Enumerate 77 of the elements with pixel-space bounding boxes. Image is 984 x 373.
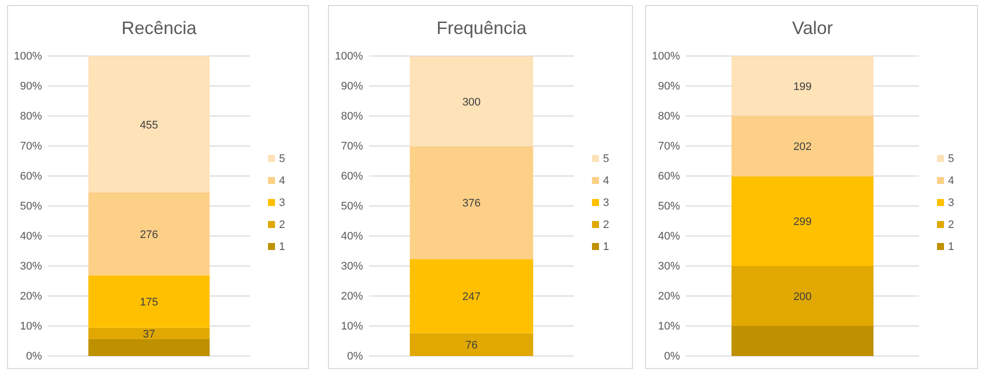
legend-label: 3 [603, 197, 610, 209]
legend-label: 3 [948, 197, 954, 209]
bar [732, 116, 874, 176]
y-tick-label: 40% [340, 230, 364, 243]
y-tick-label: 90% [20, 80, 42, 93]
bar [410, 146, 534, 260]
bar [732, 56, 874, 116]
bar [88, 275, 210, 328]
annotation: 300 [462, 96, 481, 108]
y-tick-label: 100% [652, 50, 680, 63]
legend-label: 2 [603, 219, 610, 231]
legend-label: 2 [948, 219, 954, 231]
y-tick-label: 20% [340, 290, 364, 303]
bar [732, 266, 874, 326]
bar [88, 56, 210, 192]
annotation: 199 [793, 80, 812, 93]
legend-label: 5 [948, 153, 954, 165]
legend-label: 5 [279, 153, 286, 165]
y-tick-label: 60% [340, 170, 364, 183]
annotation: 76 [465, 340, 478, 352]
y-tick-label: 30% [658, 260, 680, 273]
legend-label: 3 [279, 197, 286, 209]
bar [88, 192, 210, 276]
chart-title: Frequência [436, 18, 528, 38]
bar [88, 328, 210, 339]
y-tick-label: 70% [658, 140, 680, 153]
y-tick-label: 80% [20, 110, 42, 123]
legend-label: 1 [948, 241, 954, 253]
y-tick-label: 90% [658, 80, 680, 93]
y-tick-label: 80% [658, 110, 680, 123]
y-tick-label: 100% [14, 50, 42, 63]
legend-label: 4 [948, 175, 954, 187]
y-tick-label: 0% [26, 350, 42, 363]
annotation: 455 [140, 119, 158, 132]
legend-label: 2 [279, 219, 286, 231]
y-tick-label: 20% [658, 290, 680, 303]
y-tick-label: 30% [340, 260, 364, 273]
legend-label: 5 [603, 153, 610, 165]
y-tick-label: 60% [658, 170, 680, 183]
legend-label: 4 [603, 175, 610, 187]
y-tick-label: 50% [658, 200, 680, 213]
legend-label: 1 [279, 241, 286, 253]
y-tick-label: 80% [340, 110, 364, 123]
y-tick-label: 30% [20, 260, 42, 273]
y-tick-label: 40% [658, 230, 680, 243]
y-tick-label: 100% [334, 50, 364, 63]
y-tick-label: 90% [340, 80, 364, 93]
y-tick-label: 10% [340, 320, 364, 333]
annotation: 37 [142, 328, 156, 340]
legend-label: 4 [279, 175, 286, 187]
annotation: 202 [793, 141, 812, 153]
annotation: 247 [462, 291, 481, 304]
y-tick-label: 70% [340, 140, 364, 153]
y-tick-label: 40% [20, 230, 42, 243]
y-tick-label: 20% [20, 290, 42, 303]
bar [732, 176, 874, 266]
annotation: 200 [793, 291, 812, 303]
y-tick-label: 0% [347, 350, 364, 363]
y-tick-label: 70% [20, 140, 42, 153]
bar [410, 333, 534, 356]
annotation: 175 [140, 296, 158, 309]
bar [88, 338, 210, 356]
annotation: 299 [793, 216, 812, 228]
chart-title: Recência [121, 18, 198, 38]
y-tick-label: 50% [20, 200, 42, 213]
chart-title: Valor [792, 18, 833, 38]
bar [410, 259, 534, 334]
y-tick-label: 0% [664, 350, 680, 363]
bar [410, 56, 534, 146]
y-tick-label: 10% [658, 320, 680, 333]
annotation: 276 [140, 228, 158, 241]
bar [732, 326, 874, 356]
annotation: 376 [462, 198, 481, 210]
y-tick-label: 50% [340, 200, 364, 213]
y-tick-label: 10% [20, 320, 42, 333]
legend-label: 1 [603, 241, 610, 253]
y-tick-label: 60% [20, 170, 42, 183]
